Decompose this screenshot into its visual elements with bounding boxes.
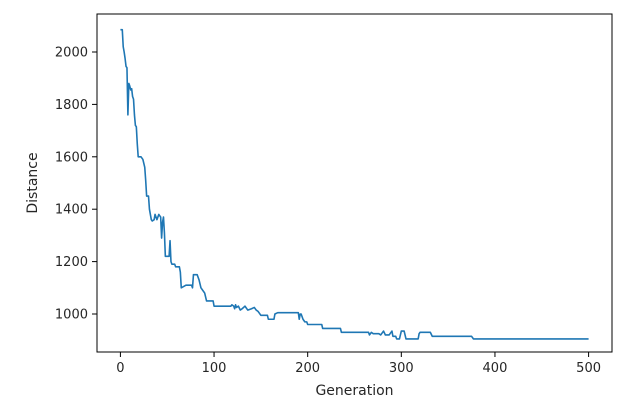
plot-area	[96, 13, 613, 353]
y-tick-label: 1600	[55, 150, 88, 165]
x-axis-ticks: 0 100 200 300 400 500	[116, 352, 601, 376]
x-tick-label: 0	[116, 361, 124, 376]
y-tick-label: 2000	[55, 45, 88, 60]
x-tick-label: 200	[295, 361, 320, 376]
y-axis-label: Distance	[25, 152, 41, 213]
x-tick-label: 500	[576, 361, 601, 376]
y-tick-label: 1000	[55, 308, 88, 323]
distance-series-line	[120, 28, 589, 340]
x-tick-label: 400	[483, 361, 508, 376]
y-tick-label: 1200	[55, 255, 88, 270]
y-axis-ticks: 1000 1200 1400 1600 1800 2000	[55, 45, 97, 323]
y-tick-label: 1400	[55, 203, 88, 218]
x-axis-label: Generation	[315, 383, 393, 399]
x-tick-label: 100	[202, 361, 227, 376]
y-tick-label: 1800	[55, 98, 88, 113]
x-tick-label: 300	[389, 361, 414, 376]
